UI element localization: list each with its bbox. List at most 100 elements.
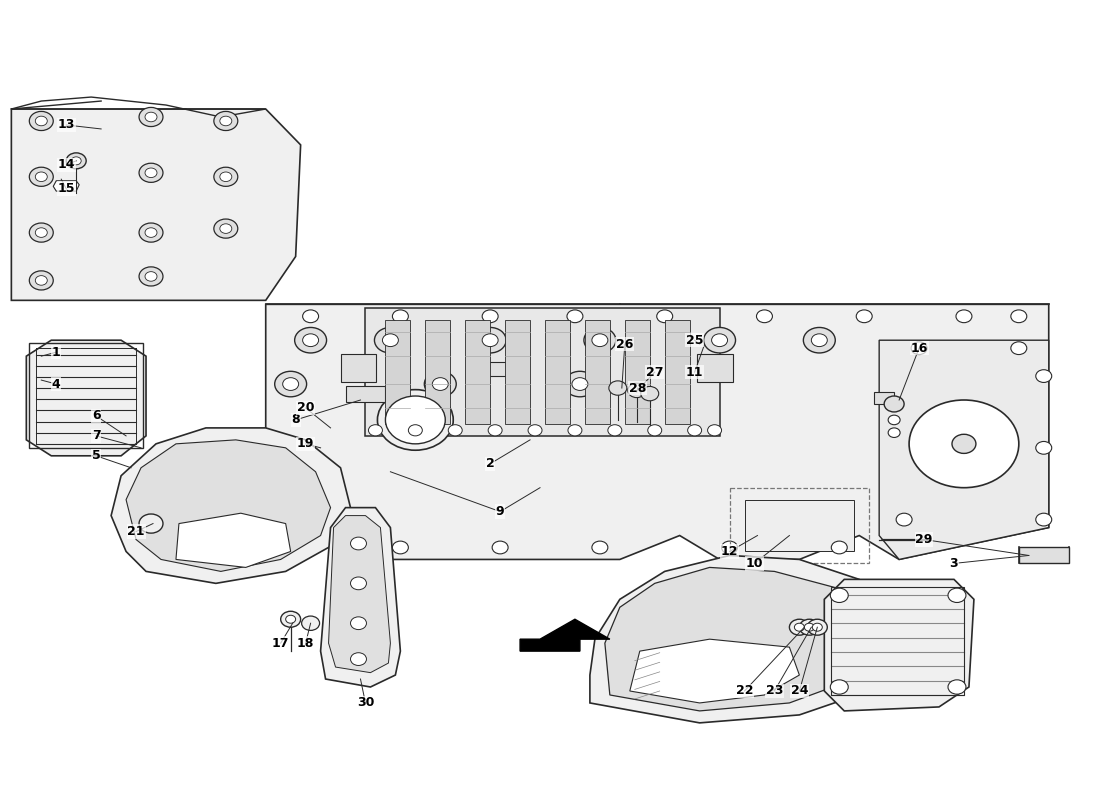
Circle shape: [145, 112, 157, 122]
Circle shape: [139, 223, 163, 242]
Polygon shape: [1019, 547, 1069, 563]
Text: 15: 15: [57, 182, 75, 195]
Text: 19: 19: [297, 438, 315, 450]
Circle shape: [911, 342, 927, 354]
Text: 3: 3: [949, 557, 958, 570]
Circle shape: [139, 107, 163, 126]
Text: 17: 17: [272, 637, 289, 650]
Circle shape: [374, 327, 406, 353]
Circle shape: [648, 425, 662, 436]
Polygon shape: [745, 500, 855, 551]
Polygon shape: [664, 320, 690, 424]
Circle shape: [220, 116, 232, 126]
Text: 8: 8: [292, 414, 300, 426]
Text: 26: 26: [616, 338, 634, 350]
Text: 18: 18: [297, 637, 315, 650]
Circle shape: [896, 514, 912, 526]
Circle shape: [1036, 442, 1052, 454]
Text: ince 45: ince 45: [484, 404, 576, 428]
Polygon shape: [625, 320, 650, 424]
Circle shape: [592, 541, 608, 554]
Text: 6: 6: [91, 410, 100, 422]
Text: 10: 10: [746, 557, 763, 570]
Polygon shape: [585, 320, 609, 424]
Polygon shape: [126, 440, 331, 571]
Circle shape: [722, 541, 737, 554]
Text: 28: 28: [629, 382, 647, 394]
Polygon shape: [630, 639, 800, 703]
Circle shape: [657, 310, 673, 322]
Circle shape: [383, 334, 398, 346]
Circle shape: [213, 219, 238, 238]
Circle shape: [30, 111, 53, 130]
Bar: [341, 354, 376, 382]
Circle shape: [704, 327, 736, 353]
Circle shape: [628, 383, 646, 398]
Circle shape: [393, 541, 408, 554]
Circle shape: [139, 163, 163, 182]
Text: 24: 24: [791, 685, 808, 698]
Circle shape: [608, 425, 622, 436]
Circle shape: [145, 272, 157, 282]
Circle shape: [482, 310, 498, 322]
Circle shape: [856, 310, 872, 322]
Polygon shape: [475, 362, 510, 376]
Circle shape: [286, 615, 296, 623]
Circle shape: [35, 116, 47, 126]
Circle shape: [220, 224, 232, 234]
Polygon shape: [53, 181, 79, 191]
Circle shape: [1011, 310, 1026, 322]
Circle shape: [302, 334, 319, 346]
Polygon shape: [176, 514, 290, 567]
Polygon shape: [505, 320, 530, 424]
Text: 21: 21: [128, 525, 145, 538]
Circle shape: [377, 390, 453, 450]
Text: a passion: a passion: [471, 372, 590, 396]
Polygon shape: [605, 567, 874, 711]
Circle shape: [812, 623, 823, 631]
Circle shape: [295, 327, 327, 353]
Circle shape: [1036, 514, 1052, 526]
Circle shape: [72, 157, 81, 165]
Circle shape: [528, 425, 542, 436]
Polygon shape: [879, 340, 1048, 559]
Circle shape: [139, 267, 163, 286]
Polygon shape: [520, 619, 609, 651]
Circle shape: [804, 623, 814, 631]
Polygon shape: [465, 320, 491, 424]
Text: 25: 25: [686, 334, 703, 346]
Text: 14: 14: [57, 158, 75, 171]
Polygon shape: [345, 386, 385, 402]
Circle shape: [584, 327, 616, 353]
Circle shape: [712, 334, 727, 346]
Circle shape: [408, 425, 422, 436]
Bar: [696, 354, 733, 382]
Circle shape: [800, 619, 820, 635]
Circle shape: [790, 619, 810, 635]
Circle shape: [757, 310, 772, 322]
Circle shape: [688, 425, 702, 436]
Circle shape: [213, 167, 238, 186]
Circle shape: [145, 228, 157, 238]
Circle shape: [449, 425, 462, 436]
Text: 13: 13: [57, 118, 75, 131]
Circle shape: [213, 111, 238, 130]
Circle shape: [830, 588, 848, 602]
Text: 1: 1: [52, 346, 60, 358]
Polygon shape: [426, 320, 450, 424]
Circle shape: [641, 386, 659, 401]
Circle shape: [301, 616, 320, 630]
Circle shape: [807, 619, 827, 635]
Circle shape: [368, 425, 383, 436]
Circle shape: [609, 381, 627, 395]
Circle shape: [30, 271, 53, 290]
Circle shape: [812, 334, 827, 346]
Circle shape: [794, 623, 804, 631]
Circle shape: [302, 310, 319, 322]
Circle shape: [572, 378, 587, 390]
Circle shape: [35, 172, 47, 182]
Circle shape: [30, 167, 53, 186]
Circle shape: [592, 334, 608, 346]
Text: 5: 5: [91, 450, 100, 462]
Polygon shape: [365, 308, 719, 436]
